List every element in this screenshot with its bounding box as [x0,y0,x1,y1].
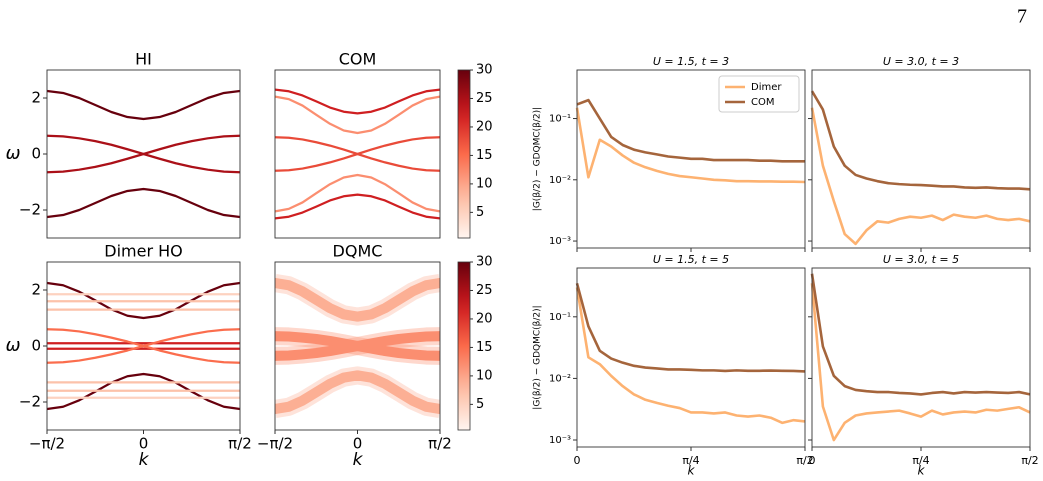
line [810,107,1031,246]
chart-title: U = 3.0, t = 3 [883,55,959,68]
colorbar [457,261,471,431]
x-tick-label: π/4 [912,454,929,467]
legend-label: Dimer [751,82,782,93]
plot-frame [46,261,241,431]
band [47,281,240,320]
y-tick-label: 10⁻³ [549,435,571,446]
y-tick-label: −2 [19,201,41,219]
x-axis-label: k [688,464,696,478]
colorbar-tick-label: 30 [476,255,493,270]
y-tick-label: 10⁻² [549,175,571,186]
x-tick-label: −π/2 [257,435,293,453]
line [810,90,1031,191]
colorbar-tick-label: 20 [476,119,493,134]
x-axis-label: k [139,450,150,470]
x-tick-label: 0 [574,454,581,467]
band [275,88,440,115]
y-tick-label: −2 [19,393,41,411]
colorbar-tick-label: 25 [476,91,493,106]
y-tick-label: 10⁻¹ [549,114,571,125]
y-axis-label: |G(β/2) − GDQMC(β/2)| [533,107,543,211]
bands [47,281,240,411]
band [275,193,440,220]
x-tick-label: π/2 [428,435,452,453]
plot-frame [46,69,241,239]
plot-frame [274,69,441,239]
y-tick-label: 2 [31,281,41,299]
band [47,134,240,174]
band [275,95,440,135]
y-tick-label: 10⁻² [549,373,571,384]
band [275,173,440,213]
band [47,89,240,121]
band [275,370,440,415]
line [810,273,1031,396]
colorbar-tick-label: 5 [476,205,484,220]
plot-frame [576,69,806,249]
x-axis-label: k [353,450,364,470]
colorbar-tick-label: 10 [476,368,493,383]
y-tick-label: 0 [31,145,41,163]
plot-area [812,70,1030,248]
bands [275,88,440,220]
colorbar-tick-label: 30 [476,63,493,78]
chart-title: HI [135,50,152,69]
band [275,277,440,322]
bands [275,274,440,418]
line [575,287,806,425]
y-tick-label: 0 [31,337,41,355]
legend-label: COM [751,97,774,108]
x-tick-label: 0 [353,435,363,453]
plot-area [812,268,1030,447]
x-tick-label: 0 [139,435,149,453]
x-tick-label: −π/2 [29,435,65,453]
colorbar-tick-label: 20 [476,311,493,326]
colorbar [457,69,471,239]
bands [47,89,240,219]
y-tick-label: 2 [31,89,41,107]
band [47,187,240,219]
colorbar-tick-label: 10 [476,176,493,191]
y-tick-label: 10⁻¹ [549,312,571,323]
plot-frame [576,267,806,448]
colorbar-tick-label: 25 [476,283,493,298]
line [575,282,806,373]
chart-title: COM [339,50,377,69]
plot-frame [274,261,441,431]
colorbar-tick-label: 15 [476,148,493,163]
chart-title: U = 1.5, t = 5 [653,253,729,266]
chart-title: U = 3.0, t = 5 [883,253,959,266]
y-axis-label: ω [5,143,20,164]
y-axis-label: |G(β/2) − GDQMC(β/2)| [533,305,543,409]
x-axis-label: k [918,464,926,478]
colorbar-tick-label: 5 [476,397,484,412]
y-tick-label: 10⁻³ [549,236,571,247]
band [47,328,240,364]
line [575,107,806,184]
colorbar-tick-label: 15 [476,340,493,355]
page-number: 7 [1017,6,1027,28]
band [275,331,440,361]
x-tick-label: π/2 [228,435,252,453]
line [810,283,1031,442]
chart-title: DQMC [333,242,383,261]
line [576,98,805,163]
band [47,372,240,411]
x-tick-label: π/2 [796,454,813,467]
x-tick-label: 0 [809,454,816,467]
chart-title: U = 1.5, t = 3 [653,55,729,68]
plot-frame [811,267,1031,448]
x-tick-label: π/4 [682,454,699,467]
chart-title: Dimer HO [104,242,182,261]
x-tick-label: π/2 [1021,454,1038,467]
plot-frame [811,69,1031,249]
y-axis-label: ω [5,335,20,356]
band [275,136,440,172]
